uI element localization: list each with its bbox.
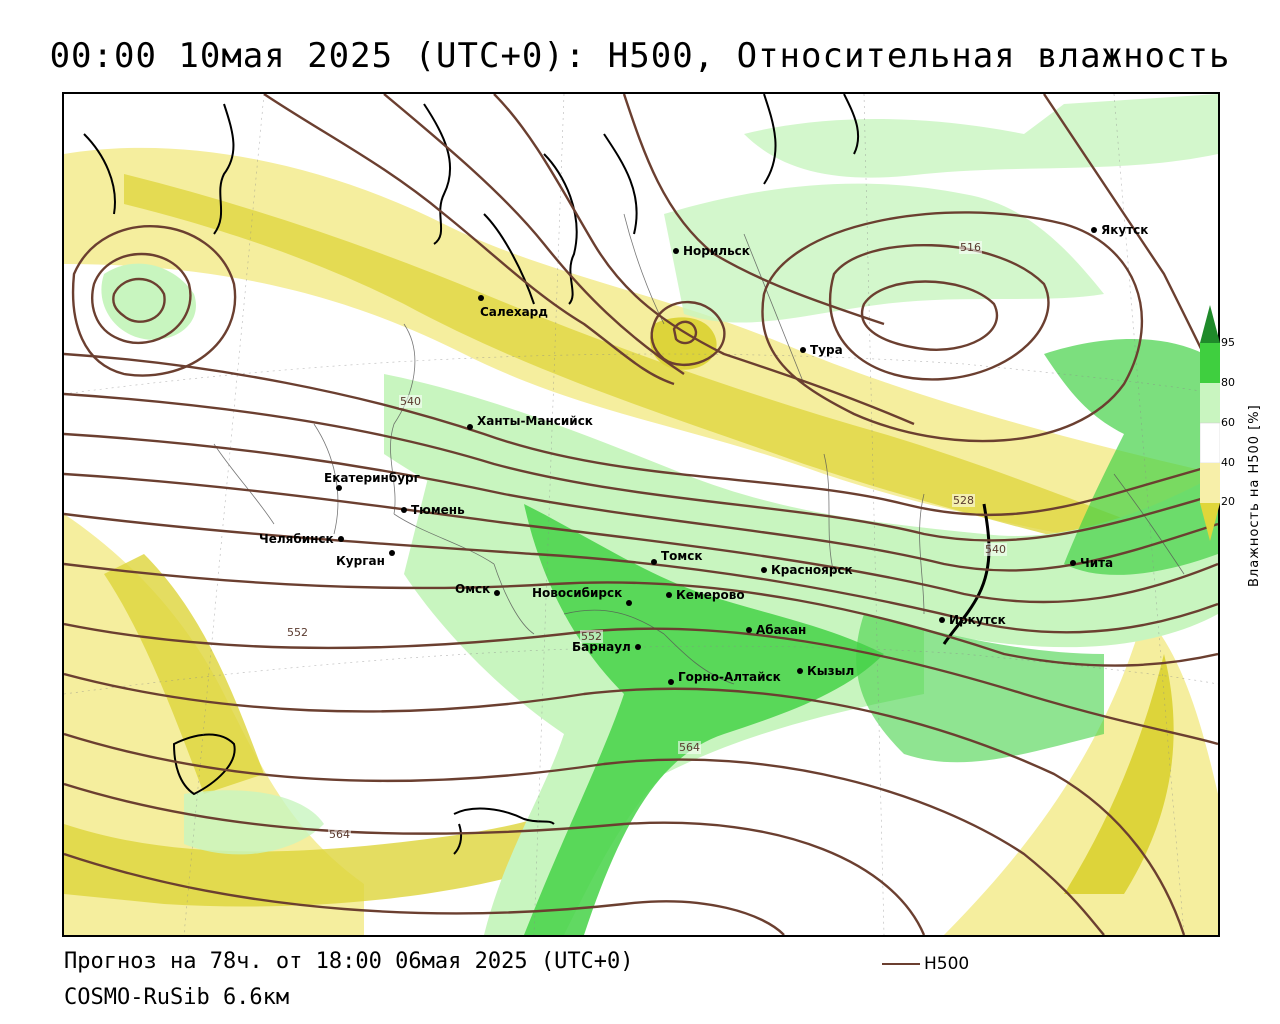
h500-line-swatch bbox=[882, 963, 920, 965]
model-name: COSMO-RuSib 6.6км bbox=[64, 985, 290, 1010]
city-norilsk: Норильск bbox=[673, 244, 750, 258]
legend-tick: 20 bbox=[1221, 495, 1235, 508]
city-chelyabinsk: Челябинск bbox=[259, 532, 344, 546]
forecast-info: Прогноз на 78ч. от 18:00 06мая 2025 (UTC… bbox=[64, 949, 634, 974]
contour-label: 564 bbox=[328, 828, 351, 841]
contour-label: 540 bbox=[984, 543, 1007, 556]
city-kyzyl: Кызыл bbox=[797, 664, 854, 678]
city-novosibirsk: Новосибирск bbox=[532, 586, 633, 610]
contour-label: 564 bbox=[678, 741, 701, 754]
coastlines bbox=[83, 94, 991, 855]
city-krasnoyarsk: Красноярск bbox=[761, 563, 853, 577]
contour-label: 516 bbox=[959, 241, 982, 254]
city-yekaterinburg: Екатеринбург bbox=[324, 471, 442, 495]
h500-line-legend: H500 bbox=[882, 954, 969, 974]
contour-label: 552 bbox=[580, 630, 603, 643]
contour-label: 540 bbox=[399, 395, 422, 408]
map-title: 00:00 10мая 2025 (UTC+0): H500, Относите… bbox=[49, 36, 1231, 76]
humidity-map bbox=[64, 94, 1218, 935]
contour-label: 528 bbox=[952, 494, 975, 507]
city-yakutsk: Якутск bbox=[1091, 223, 1148, 237]
contour-label: 552 bbox=[286, 626, 309, 639]
legend-tick: 95 bbox=[1221, 336, 1235, 349]
humidity-colorbar bbox=[1200, 305, 1220, 541]
city-tura: Тура bbox=[800, 343, 843, 357]
city-chita: Чита bbox=[1070, 556, 1113, 570]
city-salekhard: Салехард bbox=[478, 291, 556, 319]
city-barnaul: Барнаул bbox=[572, 640, 641, 654]
legend-tick: 40 bbox=[1221, 456, 1235, 469]
legend-tick: 60 bbox=[1221, 416, 1235, 429]
map-area: 516 540 528 540 552 552 564 564 Норильск… bbox=[62, 92, 1220, 937]
graticule bbox=[64, 94, 1218, 935]
city-abakan: Абакан bbox=[746, 623, 806, 637]
legend-tick: 80 bbox=[1221, 376, 1235, 389]
city-tyumen: Тюмень bbox=[401, 503, 465, 517]
city-omsk: Омск bbox=[455, 582, 501, 600]
city-khanty-mansiysk: Ханты-Мансийск bbox=[467, 414, 593, 434]
h500-contours bbox=[64, 94, 1218, 935]
legend-title: Влажность на H500 [%] bbox=[1247, 404, 1262, 587]
city-irkutsk: Иркутск bbox=[939, 613, 1006, 627]
city-kurgan: Курган bbox=[336, 546, 395, 568]
humidity-fields bbox=[64, 94, 1218, 935]
admin-borders bbox=[213, 213, 1185, 685]
city-kemerovo: Кемерово bbox=[666, 588, 745, 602]
city-tomsk: Томск bbox=[651, 549, 703, 569]
h500-legend-label: H500 bbox=[924, 954, 970, 974]
city-gorno-altaysk: Горно-Алтайск bbox=[668, 670, 781, 689]
